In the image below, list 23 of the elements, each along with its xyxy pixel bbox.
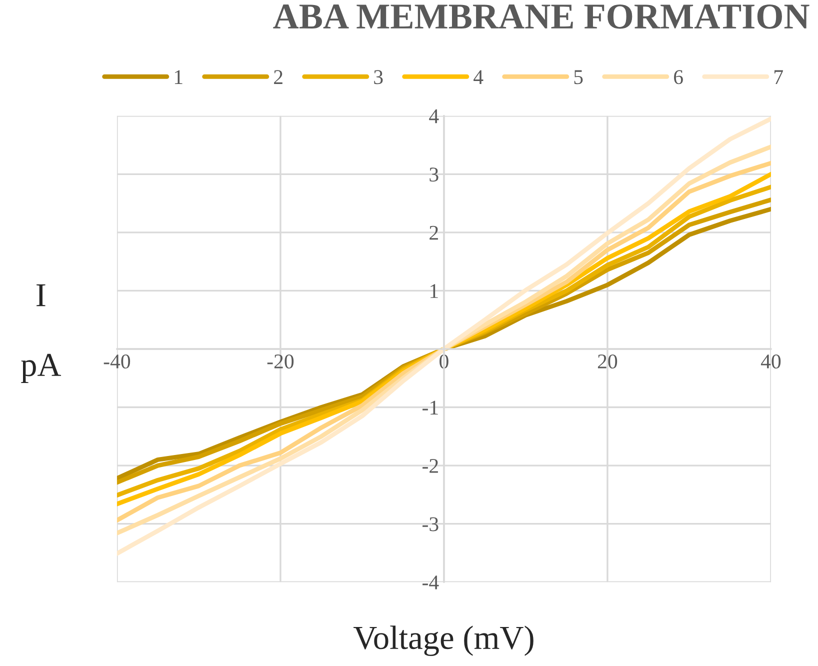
legend-label: 3 xyxy=(374,70,383,84)
y-tick-label: -4 xyxy=(422,576,439,590)
y-tick-label: 1 xyxy=(430,284,438,298)
x-tick-label: 20 xyxy=(598,354,618,369)
x-tick-label: -20 xyxy=(267,354,294,369)
x-tick-label: 40 xyxy=(760,354,781,369)
chart-title: ABA MEMBRANE FORMATION xyxy=(273,4,810,29)
y-tick-label: -1 xyxy=(422,400,438,414)
legend-label: 2 xyxy=(274,70,282,84)
y-tick-label: -2 xyxy=(422,458,438,473)
y-tick-label: 2 xyxy=(430,226,438,240)
y-tick-label: 4 xyxy=(429,109,439,124)
text: I pA xyxy=(21,284,62,383)
legend-label: 4 xyxy=(474,70,484,84)
x-axis-title: Voltage (mV) xyxy=(353,626,534,656)
y-tick-label: -3 xyxy=(422,517,438,532)
x-tick-label: -40 xyxy=(104,354,130,369)
y-tick-label: 3 xyxy=(430,168,438,182)
legend-label: 1 xyxy=(174,70,182,84)
legend-label: 6 xyxy=(674,70,683,84)
legend-label: 5 xyxy=(574,70,583,84)
x-tick-label: 0 xyxy=(440,354,448,369)
legend-label: 7 xyxy=(774,70,783,84)
